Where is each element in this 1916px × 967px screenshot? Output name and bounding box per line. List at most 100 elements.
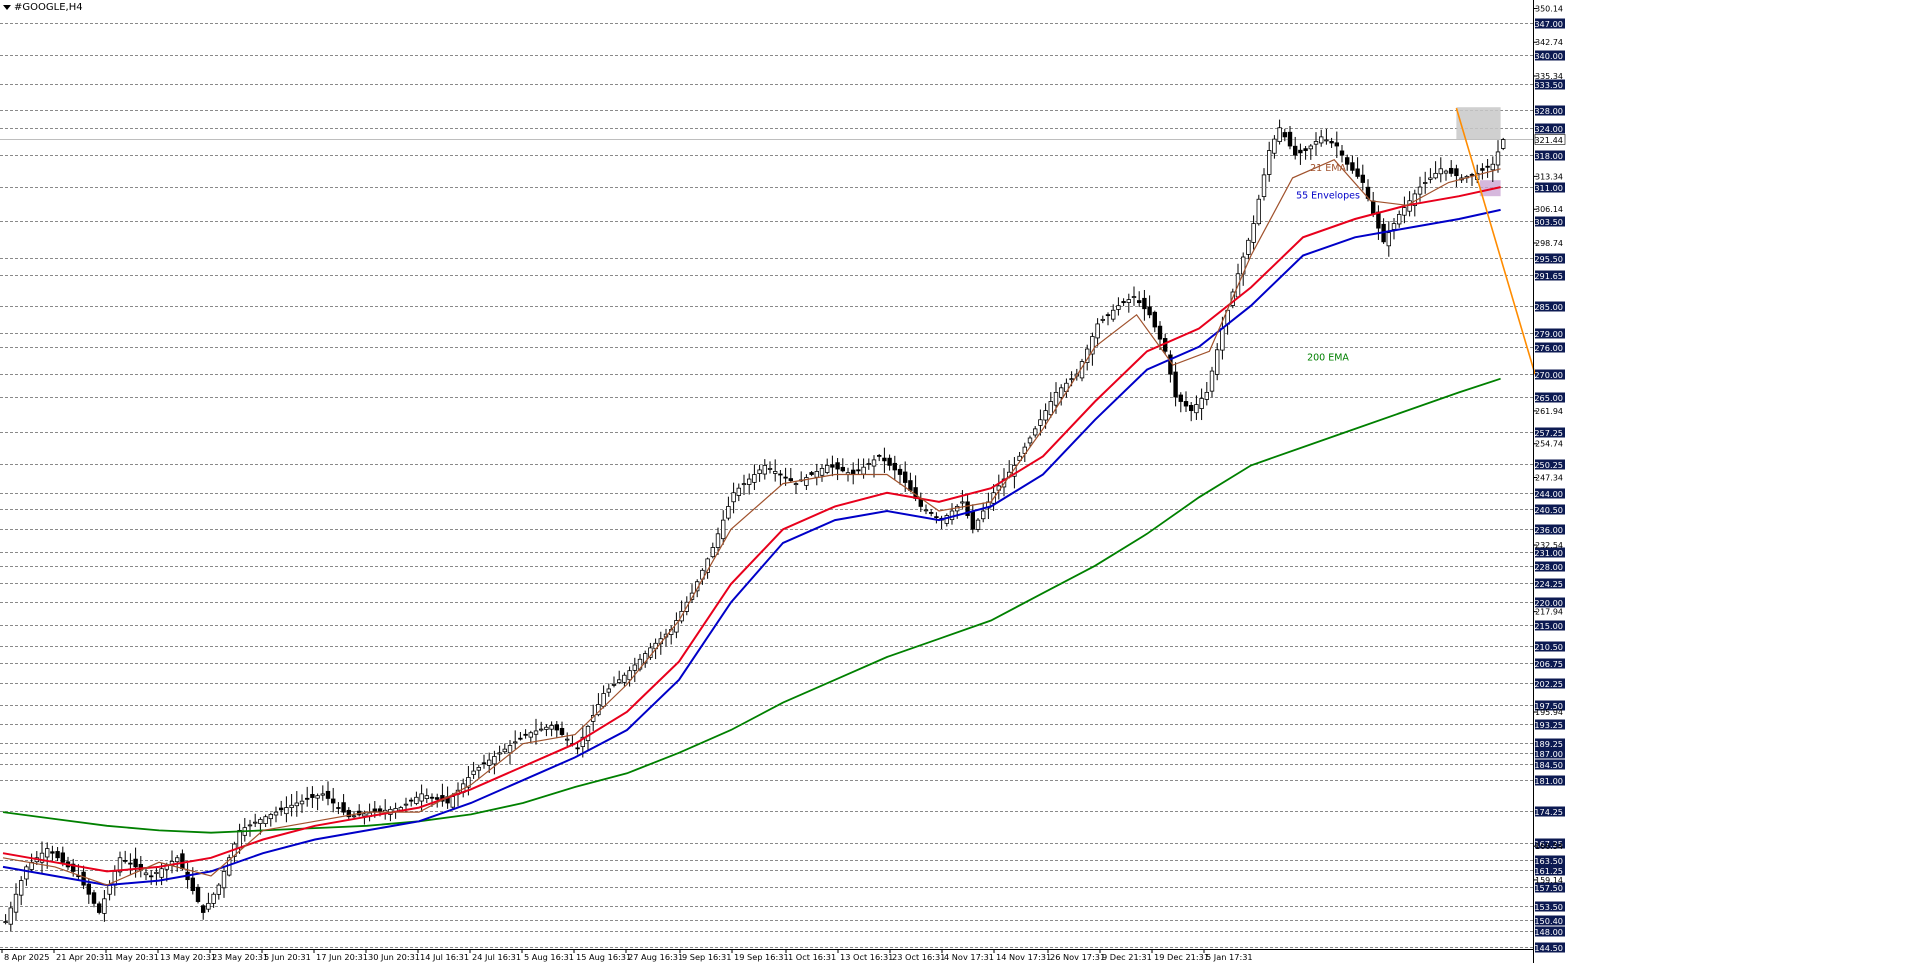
candle-body	[1256, 198, 1261, 225]
price-tick-label: 298.74	[1535, 239, 1563, 248]
price-level-label-bg	[1535, 806, 1565, 817]
candle-body	[788, 478, 793, 481]
candle-body	[237, 829, 242, 849]
candle-body	[518, 737, 523, 740]
envelope-upper-line	[2, 186, 1501, 873]
candle-body	[143, 872, 149, 876]
chart-title[interactable]: #GOOGLE,H4	[3, 2, 83, 13]
price-level-label-bg	[1535, 123, 1565, 134]
price-level-label: 265.00	[1534, 393, 1563, 403]
candle-body	[856, 469, 861, 472]
price-level-label: 270.00	[1534, 370, 1563, 380]
candle-body	[112, 871, 117, 886]
price-level-label-bg	[1535, 504, 1565, 515]
candle-body	[1443, 170, 1449, 174]
price-level-label: 311.00	[1534, 183, 1563, 193]
candle-body	[1272, 138, 1277, 154]
candle-body	[1397, 214, 1402, 225]
price-level-label-bg	[1535, 459, 1565, 470]
candle-body	[830, 464, 835, 468]
price-level-label-bg	[1535, 50, 1565, 61]
candle-body	[1428, 177, 1433, 180]
candle-body	[903, 471, 908, 483]
candle-body	[1048, 401, 1053, 416]
price-scale[interactable]: 347.00 340.00 333.50 328.00 324.00 318.00 311.…	[1533, 4, 1566, 953]
price-tick-label: 159.14	[1535, 876, 1563, 885]
candle-body	[757, 469, 762, 474]
price-level-label-bg	[1535, 182, 1565, 193]
price-level-label: 153.50	[1534, 902, 1563, 912]
price-level-label-bg	[1535, 882, 1565, 893]
price-level-label-bg	[1535, 150, 1565, 161]
horizontal-level-lines	[0, 23, 1533, 948]
price-level-label: 224.25	[1534, 579, 1563, 589]
candle-body	[200, 905, 206, 913]
candle-body	[481, 762, 487, 765]
candle-body	[1355, 168, 1360, 177]
price-level-label-bg	[1535, 328, 1565, 339]
candle-body	[710, 547, 715, 558]
price-level-label: 206.75	[1534, 659, 1563, 669]
price-level-label-bg	[1535, 641, 1565, 652]
support-zone	[1479, 180, 1501, 197]
candle-body	[1116, 305, 1121, 310]
candle-body	[133, 858, 138, 868]
candle-body	[1022, 446, 1027, 454]
trendline	[1455, 107, 1536, 375]
candle-body	[1501, 139, 1506, 149]
time-tick-label: 19 Dec 21:31	[1154, 952, 1209, 962]
chevron-down-icon[interactable]	[3, 5, 11, 10]
price-level-label: 193.25	[1534, 720, 1563, 730]
candle-body	[24, 866, 29, 880]
price-level-label: 220.00	[1534, 598, 1563, 608]
price-level-label-bg	[1535, 719, 1565, 730]
current-price-label-bg	[1534, 134, 1566, 145]
candle-body	[252, 821, 258, 824]
price-level-label: 197.50	[1534, 701, 1563, 711]
current-price-label: 321.44	[1534, 135, 1563, 145]
candle-body	[1121, 301, 1126, 304]
candle-body	[128, 862, 133, 865]
time-tick-label: 21 Apr 20:31	[56, 952, 109, 962]
candle-body	[1204, 391, 1209, 400]
candle-body	[1090, 336, 1095, 355]
candle-body	[97, 903, 102, 913]
candle-body	[1215, 349, 1220, 375]
candle-body	[123, 859, 128, 862]
candle-body	[866, 463, 871, 465]
price-level-label-bg	[1535, 738, 1565, 749]
candle-body	[1386, 232, 1391, 247]
candle-body	[1038, 419, 1043, 426]
candle-body	[424, 795, 429, 800]
price-level-label: 189.25	[1534, 739, 1563, 749]
candle-body	[315, 795, 320, 799]
candle-body	[1308, 145, 1313, 150]
candle-body	[1043, 410, 1048, 421]
price-level-label: 163.50	[1534, 856, 1563, 866]
candle-body	[606, 688, 611, 693]
price-level-label: 181.00	[1534, 776, 1563, 786]
price-level-label-bg	[1535, 342, 1565, 353]
price-level-label: 291.65	[1534, 271, 1563, 281]
price-level-label: 148.00	[1534, 927, 1563, 937]
candle-body	[975, 519, 981, 530]
candle-body	[871, 459, 877, 467]
candle-body	[726, 506, 731, 519]
candle-body	[762, 464, 767, 475]
candle-body	[767, 468, 773, 470]
price-level-label: 240.50	[1534, 505, 1563, 515]
price-level-label: 157.50	[1534, 883, 1563, 893]
price-level-label: 174.25	[1534, 807, 1563, 817]
candle-body	[1267, 150, 1272, 175]
price-level-label: 250.25	[1534, 460, 1563, 470]
price-tick-label: 217.94	[1535, 608, 1563, 617]
candle-body	[783, 476, 788, 479]
candle-body	[689, 592, 695, 600]
price-tick-label: 350.14	[1535, 4, 1563, 13]
price-level-label-bg	[1535, 427, 1565, 438]
price-tick-label: 261.94	[1535, 407, 1563, 416]
price-level-label: 231.00	[1534, 548, 1563, 558]
candle-body	[1454, 168, 1459, 177]
